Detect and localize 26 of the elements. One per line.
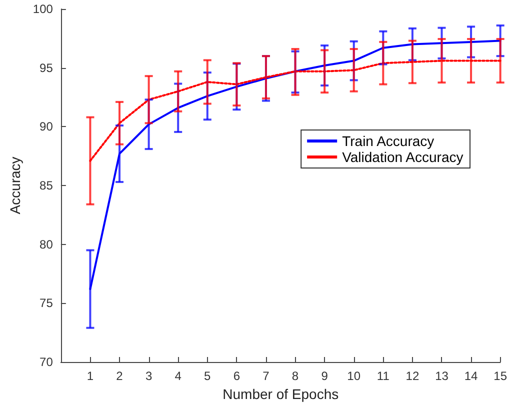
legend-label: Validation Accuracy <box>342 149 464 165</box>
y-tick-label: 70 <box>40 355 54 369</box>
legend-label: Train Accuracy <box>342 133 434 149</box>
x-axis-title: Number of Epochs <box>222 386 339 402</box>
y-tick-label: 75 <box>40 296 54 310</box>
y-tick-label: 90 <box>40 120 54 134</box>
y-tick-label: 80 <box>40 237 54 252</box>
x-tick-label: 5 <box>204 369 212 383</box>
x-tick-label: 9 <box>321 369 328 383</box>
x-tick-label: 1 <box>86 369 94 383</box>
x-tick-label: 11 <box>376 369 390 383</box>
x-tick-label: 14 <box>464 369 478 383</box>
x-tick-label: 13 <box>435 369 449 383</box>
x-tick-label: 7 <box>262 369 270 383</box>
x-tick-label: 3 <box>145 369 152 383</box>
x-tick-label: 15 <box>494 369 508 383</box>
x-tick-label: 2 <box>116 369 124 383</box>
x-tick-label: 8 <box>292 369 299 383</box>
x-tick-label: 10 <box>347 369 361 383</box>
x-tick-label: 6 <box>233 369 240 383</box>
y-axis-title: Accuracy <box>7 156 23 214</box>
y-tick-label: 100 <box>32 2 54 16</box>
x-tick-label: 4 <box>174 369 182 383</box>
y-tick-label: 85 <box>40 178 54 192</box>
y-tick-label: 95 <box>40 60 54 75</box>
x-tick-label: 12 <box>406 369 420 383</box>
